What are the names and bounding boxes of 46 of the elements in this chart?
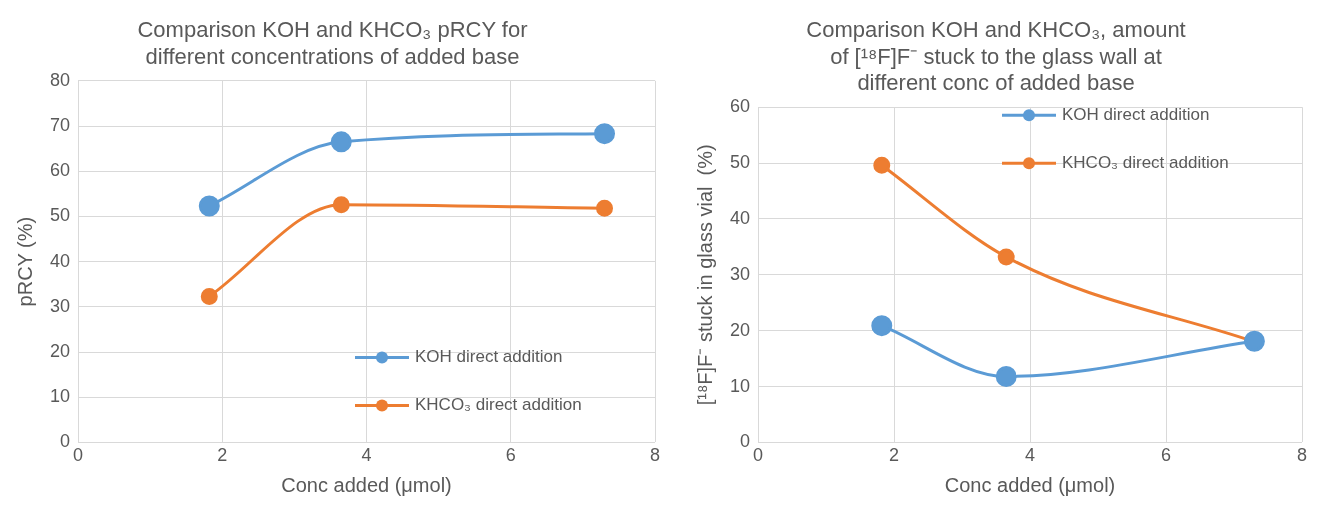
chart-title: Comparison KOH and KHCO₃ pRCY for different concentrations of added base xyxy=(137,17,528,69)
legend-label: KOH direct addition xyxy=(415,347,563,367)
legend-label: KHCO₃ direct addition xyxy=(1062,152,1229,172)
x-axis-title: Conc added (μmol) xyxy=(281,473,452,496)
point xyxy=(330,131,352,153)
y-tick-label: 0 xyxy=(740,431,751,452)
point xyxy=(997,248,1015,266)
y-tick-label: 60 xyxy=(729,96,751,117)
x-axis-title: Conc added (μmol) xyxy=(944,473,1116,496)
x-tick-label: 0 xyxy=(753,445,764,466)
point xyxy=(594,123,616,145)
y-tick-label: 40 xyxy=(49,250,71,271)
y-axis-title: [¹⁸F]F⁻ stuck in glass vial (%) xyxy=(693,144,716,406)
y-tick-label: 40 xyxy=(729,207,751,228)
x-tick-label: 4 xyxy=(1025,445,1036,466)
legend-label: KOH direct addition xyxy=(1062,104,1210,124)
legend-label: KHCO₃ direct addition xyxy=(415,395,582,415)
y-tick-label: 50 xyxy=(729,152,751,173)
point xyxy=(995,365,1017,387)
y-tick-label: 60 xyxy=(49,160,71,181)
y-tick-label: 20 xyxy=(49,340,71,361)
y-tick-label: 50 xyxy=(49,205,71,226)
y-tick-label: 10 xyxy=(49,386,71,407)
y-tick-label: 20 xyxy=(729,319,751,340)
chart-title: Comparison KOH and KHCO₃, amount of [¹⁸F]F⁻ stuck to the glass wall at different conc of added base xyxy=(806,17,1186,96)
y-tick-label: 10 xyxy=(729,375,751,396)
x-tick-label: 8 xyxy=(649,445,661,466)
point xyxy=(332,196,350,214)
x-tick-label: 6 xyxy=(1161,445,1172,466)
point xyxy=(873,156,891,174)
y-tick-label: 70 xyxy=(49,114,71,135)
point xyxy=(200,287,218,305)
x-tick-label: 6 xyxy=(505,445,516,466)
x-tick-label: 8 xyxy=(1296,445,1308,466)
y-axis-title: pRCY (%) xyxy=(13,216,36,307)
y-tick-label: 30 xyxy=(49,295,71,316)
point xyxy=(871,315,893,337)
y-tick-label: 30 xyxy=(729,263,751,284)
y-tick-label: 0 xyxy=(60,431,71,452)
x-tick-label: 0 xyxy=(73,445,84,466)
x-tick-label: 2 xyxy=(889,445,900,466)
x-tick-label: 4 xyxy=(361,445,372,466)
point xyxy=(198,195,220,217)
point xyxy=(596,199,614,217)
y-tick-label: 80 xyxy=(49,69,71,90)
x-tick-label: 2 xyxy=(217,445,228,466)
